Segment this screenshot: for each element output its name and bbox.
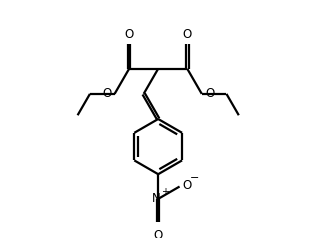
Text: +: +: [161, 188, 169, 198]
Text: O: O: [125, 28, 134, 40]
Text: O: O: [183, 28, 192, 40]
Text: O: O: [102, 87, 111, 100]
Text: O: O: [182, 178, 191, 192]
Text: −: −: [190, 174, 199, 183]
Text: O: O: [205, 87, 215, 100]
Text: N: N: [153, 192, 161, 205]
Text: O: O: [154, 229, 163, 238]
